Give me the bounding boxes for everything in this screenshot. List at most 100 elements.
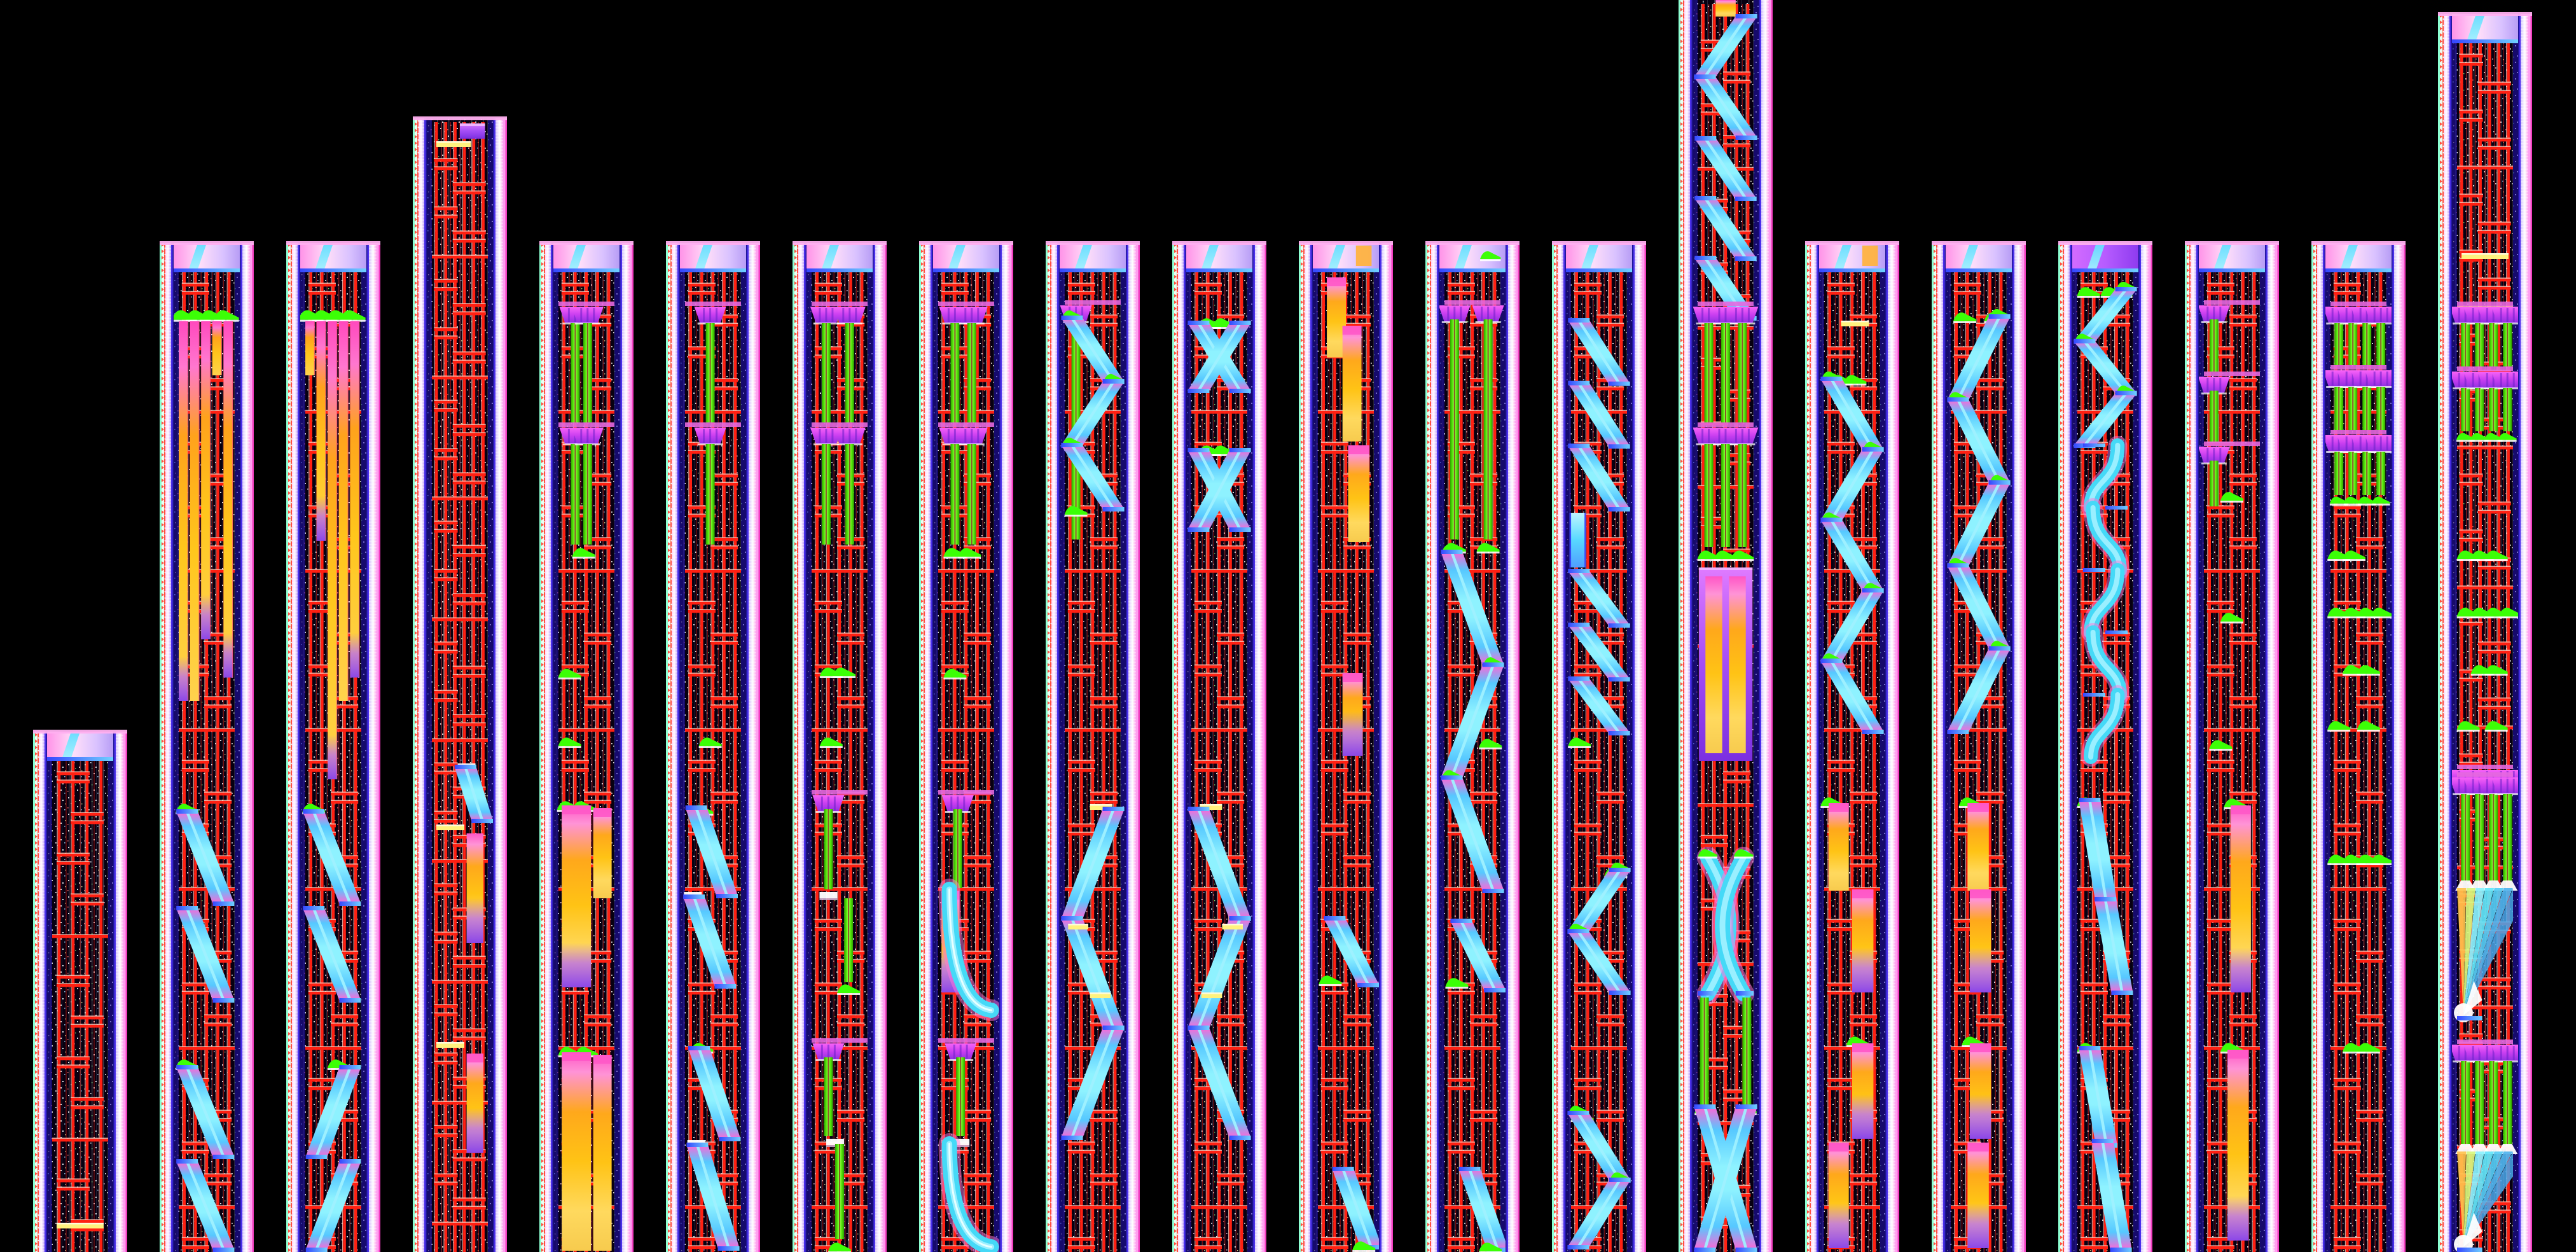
slab-bottom-bar xyxy=(2199,268,2265,272)
rung-highlight xyxy=(204,791,232,793)
rail-mint-edge xyxy=(1679,0,1680,1252)
yellow-bar-highlight xyxy=(1068,924,1088,926)
rung-highlight xyxy=(1953,664,1981,665)
yellow-bar xyxy=(436,1042,464,1048)
red-upright xyxy=(1091,247,1095,1252)
rung-highlight xyxy=(1850,863,1878,865)
lattice-rung xyxy=(1217,706,1245,709)
lattice-rung xyxy=(584,387,612,391)
lattice-rung xyxy=(1320,602,1348,605)
lattice-rung xyxy=(2477,139,2511,142)
lattice-rung xyxy=(584,538,612,541)
rung-highlight xyxy=(2206,672,2234,674)
yellow-bar xyxy=(1841,321,1869,326)
red-hairline xyxy=(2503,18,2504,1252)
shrub-base xyxy=(1731,559,1754,561)
rung-highlight xyxy=(331,1022,359,1024)
stem-hairline xyxy=(2465,794,2467,880)
rung-highlight xyxy=(1067,1141,1095,1143)
beam-core xyxy=(1830,377,1874,452)
capital-stripe xyxy=(2478,1046,2481,1060)
rung-highlight xyxy=(2477,146,2511,147)
rail-indigo-stripe xyxy=(1506,243,1508,1252)
rung-highlight xyxy=(964,1022,992,1024)
lattice-rung xyxy=(2459,679,2483,682)
rung-highlight xyxy=(710,800,738,801)
green-shrub xyxy=(2498,608,2522,616)
stem-hairline xyxy=(2366,387,2368,430)
rung-highlight xyxy=(57,1178,90,1179)
lattice-rung xyxy=(938,888,994,891)
rung-highlight xyxy=(434,335,458,337)
beam-cap xyxy=(1441,550,1463,554)
rung-highlight xyxy=(1067,760,1095,761)
rung-highlight xyxy=(1827,760,1855,761)
lattice-rung xyxy=(308,665,336,669)
lattice-rung xyxy=(2206,506,2234,510)
rung-highlight xyxy=(434,931,458,933)
shrub-base xyxy=(2371,616,2393,618)
lattice-rung xyxy=(2457,587,2513,590)
rung-highlight xyxy=(2333,1237,2361,1238)
beam-core xyxy=(2083,340,2128,395)
lattice-rung xyxy=(2356,1174,2384,1178)
capital-stripe xyxy=(1747,308,1750,322)
stem-hairline xyxy=(1703,998,1705,1104)
red-upright xyxy=(838,247,841,1252)
green-shrub xyxy=(2220,492,2243,501)
capital-stripe xyxy=(2512,308,2515,322)
rail-magenta-edge xyxy=(2404,243,2406,1252)
lattice-rung xyxy=(1194,1246,1222,1249)
rung-highlight xyxy=(434,819,458,820)
rung-highlight xyxy=(2103,482,2131,483)
rung-highlight xyxy=(204,950,232,952)
lattice-rung xyxy=(452,352,486,356)
capital-stripe xyxy=(1493,307,1496,321)
rung-highlight xyxy=(1700,421,1728,422)
rail-magenta-edge xyxy=(125,732,127,1252)
rung-highlight xyxy=(204,704,232,706)
inner-glow xyxy=(1439,243,1444,1252)
rung-highlight xyxy=(941,291,969,292)
rung-highlight xyxy=(1194,609,1222,610)
rung-highlight xyxy=(1700,366,1728,367)
beam-cap xyxy=(1061,916,1083,921)
lattice-rung xyxy=(434,884,458,887)
rail-serration xyxy=(162,243,165,1252)
top-slab xyxy=(2452,14,2518,43)
wall-fade xyxy=(316,496,326,541)
red-upright xyxy=(228,247,231,1252)
right-rail-ripple xyxy=(875,243,883,1252)
red-upright-highlight xyxy=(1976,247,1977,1252)
rung-highlight xyxy=(434,166,458,167)
rung-highlight xyxy=(1574,1086,1602,1087)
lattice-rung xyxy=(1067,674,1095,677)
lattice-rung xyxy=(1447,1238,1475,1241)
orange-panel-cap xyxy=(1852,889,1874,898)
fan-ray xyxy=(2463,888,2513,1015)
wall-seam xyxy=(209,321,211,639)
lattice-rung xyxy=(1953,1143,1981,1146)
beam-cap xyxy=(176,1159,198,1164)
lattice-rung xyxy=(434,457,458,461)
lattice-rung xyxy=(2356,697,2384,700)
right-rail-ripple xyxy=(1128,243,1136,1252)
beam-core xyxy=(1577,678,1621,735)
green-shrub xyxy=(2484,665,2508,674)
lattice-rung xyxy=(2459,259,2483,262)
rung-highlight xyxy=(1850,1181,1878,1183)
lattice-rung xyxy=(1827,347,1855,351)
lattice-rung xyxy=(1470,387,1498,391)
lattice-rung xyxy=(434,1126,458,1129)
shrub-base xyxy=(2484,440,2503,442)
beam-cap xyxy=(1608,731,1630,735)
rung-highlight xyxy=(2356,537,2384,538)
red-upright xyxy=(1586,247,1589,1252)
lattice-rung xyxy=(1067,761,1095,764)
lattice-rung xyxy=(71,903,104,906)
wall-seam xyxy=(314,321,315,375)
lattice-rung xyxy=(938,411,994,414)
inner-glow xyxy=(108,732,113,1252)
capital-stripe xyxy=(827,1045,829,1059)
beam-cap xyxy=(1229,389,1251,393)
